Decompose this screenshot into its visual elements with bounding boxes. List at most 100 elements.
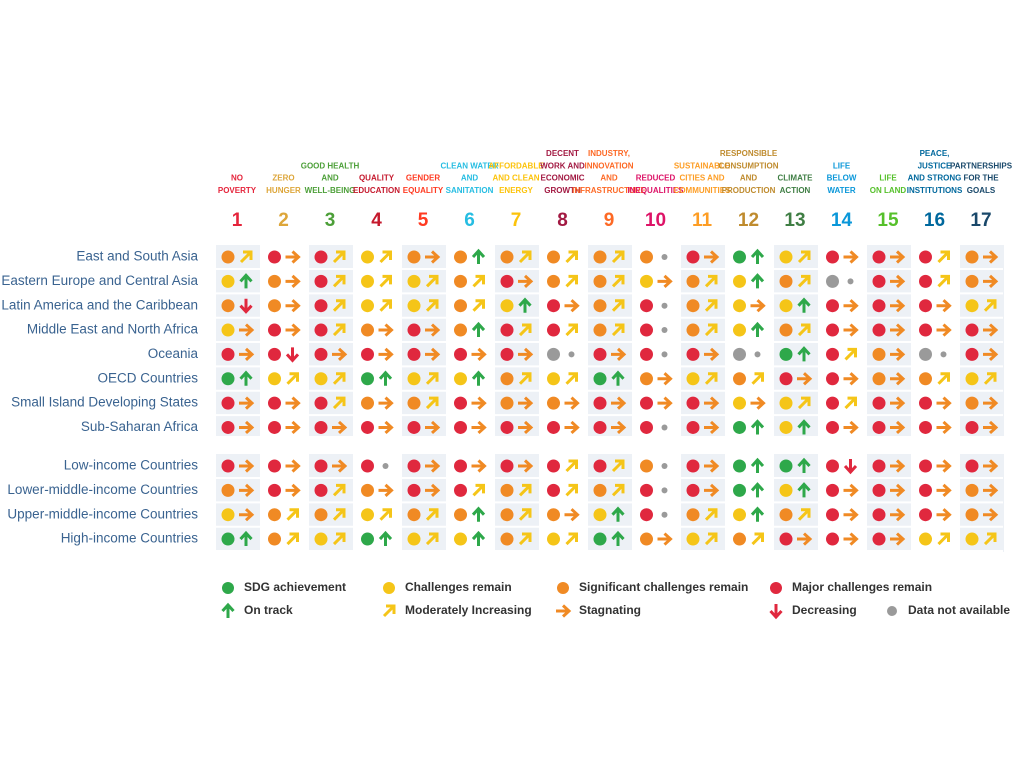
status-dot xyxy=(779,323,793,337)
legend-label: Moderately Increasing xyxy=(405,603,532,617)
trend-arrow xyxy=(378,323,394,337)
arrow-shape xyxy=(425,274,439,288)
arrow-shape xyxy=(565,323,578,337)
trend-arrow xyxy=(890,274,906,288)
status-dot xyxy=(779,483,793,497)
arrow-shape xyxy=(657,372,673,386)
trend-arrow xyxy=(611,420,627,435)
status-dot xyxy=(733,508,746,522)
arrow-shape xyxy=(425,347,441,362)
trend-arrow xyxy=(704,323,718,337)
status-dot xyxy=(965,508,979,522)
status-dot xyxy=(686,483,700,497)
arrow-shape xyxy=(890,420,906,435)
arrow-shape xyxy=(937,532,950,546)
column-band xyxy=(402,245,446,436)
status-dot xyxy=(593,459,607,473)
trend-arrow xyxy=(797,482,811,498)
status-dot xyxy=(826,532,839,546)
arrow-shape xyxy=(332,299,346,312)
trend-arrow xyxy=(518,483,532,497)
arrow-shape xyxy=(937,372,950,385)
arrow-shape xyxy=(983,347,999,362)
arrow-shape xyxy=(425,420,441,435)
na-dot xyxy=(847,278,854,285)
trend-arrow xyxy=(425,323,441,337)
na-dot xyxy=(382,463,389,469)
row-label: Eastern Europe and Central Asia xyxy=(1,273,198,288)
status-dot xyxy=(779,396,793,410)
trend-arrow xyxy=(983,483,999,497)
trend-arrow xyxy=(657,532,673,546)
trend-arrow xyxy=(890,420,906,435)
status-dot xyxy=(500,299,514,313)
legend-dot xyxy=(887,606,897,616)
arrow-shape xyxy=(890,483,906,497)
arrow-shape xyxy=(983,372,997,385)
status-dot xyxy=(686,459,700,473)
status-dot xyxy=(640,299,653,313)
arrow-shape xyxy=(844,347,857,361)
status-dot xyxy=(454,459,467,473)
trend-arrow xyxy=(518,508,532,521)
trend-arrow xyxy=(564,396,580,410)
status-dot xyxy=(454,299,467,313)
legend-label: Decreasing xyxy=(792,603,857,617)
arrow-shape xyxy=(844,396,857,410)
trend-arrow xyxy=(890,483,906,497)
trend-arrow xyxy=(379,508,392,521)
status-dot xyxy=(221,250,235,264)
arrow-shape xyxy=(890,274,906,288)
goal-label: EQUALITY xyxy=(403,186,444,195)
arrow-shape xyxy=(797,323,811,337)
status-dot xyxy=(361,323,374,337)
arrow-shape xyxy=(565,274,578,288)
trend-arrow xyxy=(704,532,718,546)
status-dot xyxy=(314,347,328,361)
status-dot xyxy=(547,274,560,288)
trend-arrow xyxy=(890,250,906,264)
arrow-shape xyxy=(378,483,394,497)
status-dot xyxy=(547,396,560,410)
status-dot xyxy=(361,372,374,386)
row-label: Middle East and North Africa xyxy=(27,322,199,337)
status-dot xyxy=(314,299,328,313)
trend-arrow xyxy=(937,250,950,264)
column-band xyxy=(309,245,353,436)
trend-arrow xyxy=(983,532,997,546)
arrow-shape xyxy=(382,604,396,618)
status-dot xyxy=(733,372,746,386)
arrow-shape xyxy=(332,459,348,473)
arrow-shape xyxy=(286,508,299,521)
arrow-shape xyxy=(704,508,718,521)
arrow-shape xyxy=(843,459,858,475)
status-dot xyxy=(407,483,421,497)
status-dot xyxy=(919,420,932,434)
arrow-shape xyxy=(471,347,487,362)
arrow-shape xyxy=(890,250,906,264)
arrow-shape xyxy=(239,530,253,547)
trend-arrow xyxy=(285,483,301,497)
arrow-shape xyxy=(750,299,766,313)
goal-label: CONSUMPTION xyxy=(719,161,779,170)
trend-arrow xyxy=(611,530,625,547)
arrow-shape xyxy=(611,274,625,288)
status-dot xyxy=(826,250,839,264)
status-dot xyxy=(407,299,421,313)
arrow-shape xyxy=(843,250,859,264)
arrow-shape xyxy=(564,508,580,522)
arrow-shape xyxy=(379,299,392,312)
arrow-shape xyxy=(332,347,348,362)
status-dot xyxy=(593,532,607,546)
status-dot xyxy=(454,483,467,497)
trend-arrow xyxy=(704,459,720,473)
status-dot xyxy=(733,299,746,313)
trend-arrow xyxy=(937,372,950,385)
trend-arrow xyxy=(936,323,952,337)
trend-arrow xyxy=(471,530,486,547)
status-dot xyxy=(919,459,932,473)
status-dot xyxy=(640,420,653,434)
arrow-shape xyxy=(657,274,673,288)
status-dot xyxy=(454,347,467,361)
goal-number: 4 xyxy=(371,210,382,231)
